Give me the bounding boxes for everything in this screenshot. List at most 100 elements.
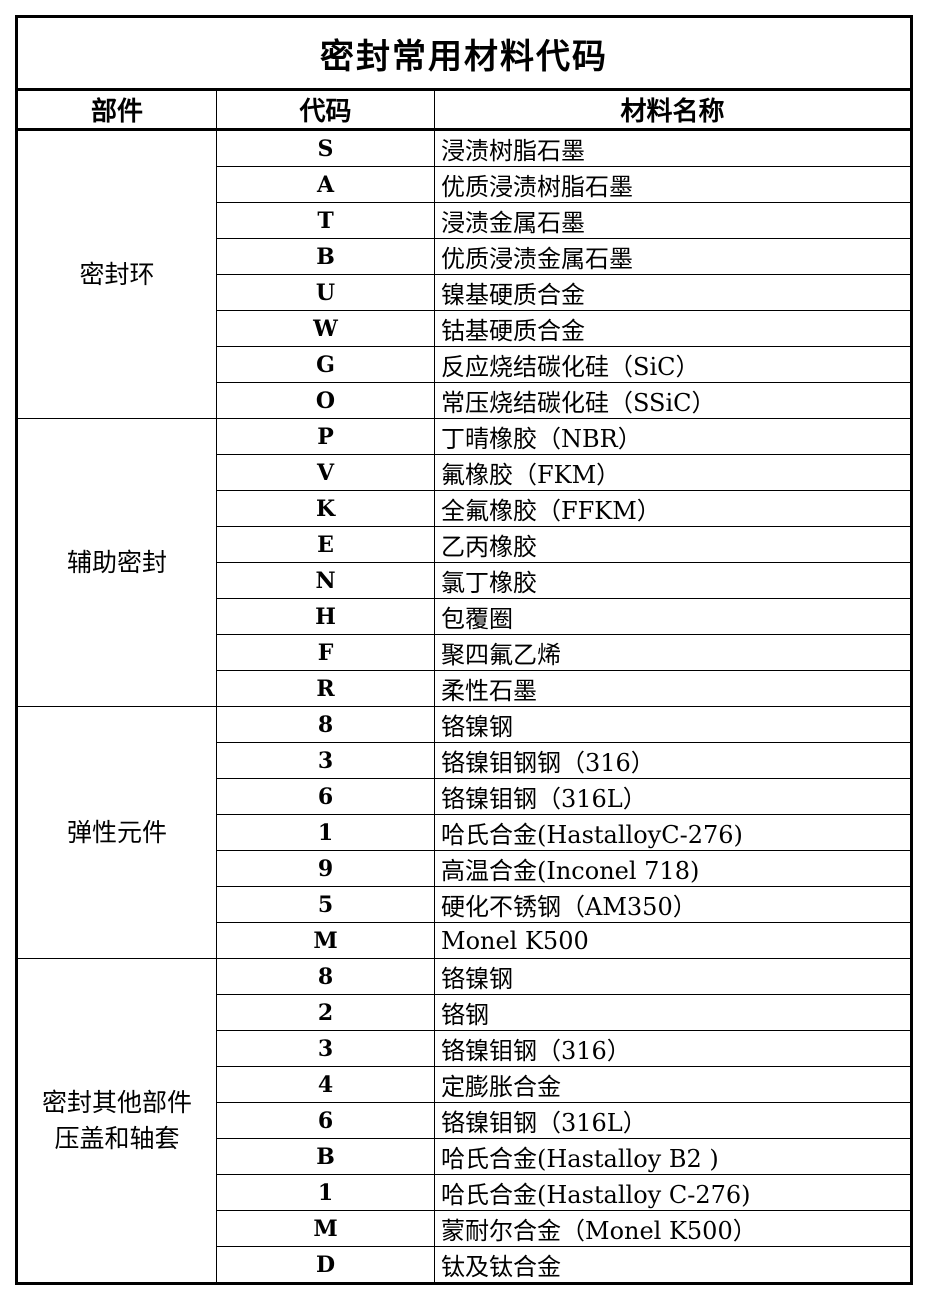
material-row: N 氯丁橡胶	[17, 562, 912, 599]
material-name-cell: 反应烧结碳化硅（SiC）	[434, 346, 912, 383]
material-row: G 反应烧结碳化硅（SiC）	[17, 346, 912, 383]
material-name-cell: 铬镍钼钢（316）	[434, 1030, 912, 1067]
material-row: 密封其他部件 压盖和轴套 8 铬镍钢	[16, 958, 912, 1284]
code-cell: F	[216, 634, 435, 671]
code-cell: D	[216, 1246, 435, 1284]
code-cell: 8	[216, 958, 435, 995]
header-cell: 代码	[216, 89, 435, 131]
code-cell: U	[216, 274, 435, 311]
code-cell: 6	[216, 1102, 435, 1139]
header-cell: 材料名称	[434, 89, 912, 131]
material-row: R 柔性石墨	[17, 670, 912, 707]
code-cell: W	[216, 310, 435, 347]
code-cell: M	[216, 1210, 435, 1247]
part-line: 辅助密封	[66, 547, 167, 577]
part-line: 弹性元件	[66, 817, 167, 847]
material-name-cell: 蒙耐尔合金（Monel K500）	[434, 1210, 912, 1247]
code-cell: 3	[216, 1030, 435, 1067]
code-cell: A	[216, 166, 435, 203]
code-cell: 1	[216, 1174, 435, 1211]
material-name-cell: 包覆圈	[434, 598, 912, 635]
material-row: 3 铬镍钼钢钢（316）	[17, 742, 912, 779]
material-row: O 常压烧结碳化硅（SSiC）	[17, 382, 912, 419]
material-row: E 乙丙橡胶	[17, 526, 912, 563]
material-name-cell: 常压烧结碳化硅（SSiC）	[434, 382, 912, 419]
code-cell: V	[216, 454, 435, 491]
code-cell: E	[216, 526, 435, 563]
code-cell: T	[216, 202, 435, 239]
material-name-cell: 哈氏合金(Hastalloy B2 )	[434, 1138, 912, 1175]
code-cell: 9	[216, 850, 435, 887]
material-row: 6 铬镍钼钢（316L）	[17, 778, 912, 815]
code-cell: B	[216, 238, 435, 275]
material-row: D 钛及钛合金	[17, 1246, 912, 1284]
material-row: 密封环 S 浸渍树脂石墨	[16, 129, 912, 419]
code-cell: G	[216, 346, 435, 383]
material-name-cell: 优质浸渍树脂石墨	[434, 166, 912, 203]
material-row: B 优质浸渍金属石墨	[17, 238, 912, 275]
code-cell: R	[216, 670, 435, 707]
material-name-cell: Monel K500	[434, 922, 912, 959]
header-row: 部件 代码 材料名称	[16, 89, 912, 131]
material-name-cell: 铬镍钼钢（316L）	[434, 778, 912, 815]
material-name-cell: 氟橡胶（FKM）	[434, 454, 912, 491]
material-name-cell: 铬镍钢	[434, 958, 912, 995]
material-row: 弹性元件 8 铬镍钢	[16, 706, 912, 959]
material-name-cell: 优质浸渍金属石墨	[434, 238, 912, 275]
material-name-cell: 氯丁橡胶	[434, 562, 912, 599]
material-row: W 钴基硬质合金	[17, 310, 912, 347]
material-row: 1 哈氏合金(HastalloyC-276)	[17, 814, 912, 851]
material-row: V 氟橡胶（FKM）	[17, 454, 912, 491]
table-title: 密封常用材料代码	[16, 16, 912, 91]
material-name-cell: 铬镍钼钢（316L）	[434, 1102, 912, 1139]
material-name-cell: 全氟橡胶（FFKM）	[434, 490, 912, 527]
material-row: K 全氟橡胶（FFKM）	[17, 490, 912, 527]
material-name-cell: 镍基硬质合金	[434, 274, 912, 311]
part-cell: 密封环	[16, 129, 217, 419]
material-name-cell: 浸渍树脂石墨	[434, 129, 912, 167]
code-cell: 2	[216, 994, 435, 1031]
material-row: 4 定膨胀合金	[17, 1066, 912, 1103]
material-row: F 聚四氟乙烯	[17, 634, 912, 671]
material-name-cell: 钴基硬质合金	[434, 310, 912, 347]
part-cell: 辅助密封	[16, 418, 217, 707]
material-name-cell: 铬镍钼钢钢（316）	[434, 742, 912, 779]
code-cell: 3	[216, 742, 435, 779]
code-cell: B	[216, 1138, 435, 1175]
material-code-table: 密封常用材料代码 部件 代码 材料名称 密封环 S 浸渍树脂石墨 A 优质浸渍树脂石墨 T…	[15, 15, 913, 1285]
part-line: 密封环	[79, 259, 155, 289]
part-cell: 密封其他部件 压盖和轴套	[16, 958, 217, 1284]
material-name-cell: 铬钢	[434, 994, 912, 1031]
code-cell: 4	[216, 1066, 435, 1103]
material-name-cell: 定膨胀合金	[434, 1066, 912, 1103]
material-row: 辅助密封 P 丁晴橡胶（NBR）	[16, 418, 912, 707]
code-cell: O	[216, 382, 435, 419]
code-cell: N	[216, 562, 435, 599]
material-name-cell: 哈氏合金(Hastalloy C-276)	[434, 1174, 912, 1211]
material-row: H 包覆圈	[17, 598, 912, 635]
material-name-cell: 聚四氟乙烯	[434, 634, 912, 671]
part-line: 密封其他部件	[41, 1087, 192, 1117]
code-cell: M	[216, 922, 435, 959]
code-cell: 8	[216, 706, 435, 743]
material-name-cell: 丁晴橡胶（NBR）	[434, 418, 912, 455]
material-row: A 优质浸渍树脂石墨	[17, 166, 912, 203]
code-cell: 6	[216, 778, 435, 815]
material-name-cell: 钛及钛合金	[434, 1246, 912, 1284]
table-body: 密封环 S 浸渍树脂石墨 A 优质浸渍树脂石墨 T 浸渍金属石墨 B 优质浸渍金属石墨 U 镍基硬质…	[16, 129, 912, 1284]
code-cell: 1	[216, 814, 435, 851]
material-row: 6 铬镍钼钢（316L）	[17, 1102, 912, 1139]
header-cell: 部件	[16, 89, 217, 131]
code-cell: H	[216, 598, 435, 635]
material-row: M 蒙耐尔合金（Monel K500）	[17, 1210, 912, 1247]
material-row: T 浸渍金属石墨	[17, 202, 912, 239]
material-row: B 哈氏合金(Hastalloy B2 )	[17, 1138, 912, 1175]
material-name-cell: 硬化不锈钢（AM350）	[434, 886, 912, 923]
title-row: 密封常用材料代码	[16, 16, 912, 91]
part-line: 压盖和轴套	[54, 1123, 180, 1153]
material-name-cell: 高温合金(Inconel 718)	[434, 850, 912, 887]
material-name-cell: 柔性石墨	[434, 670, 912, 707]
code-cell: P	[216, 418, 435, 455]
material-row: 9 高温合金(Inconel 718)	[17, 850, 912, 887]
